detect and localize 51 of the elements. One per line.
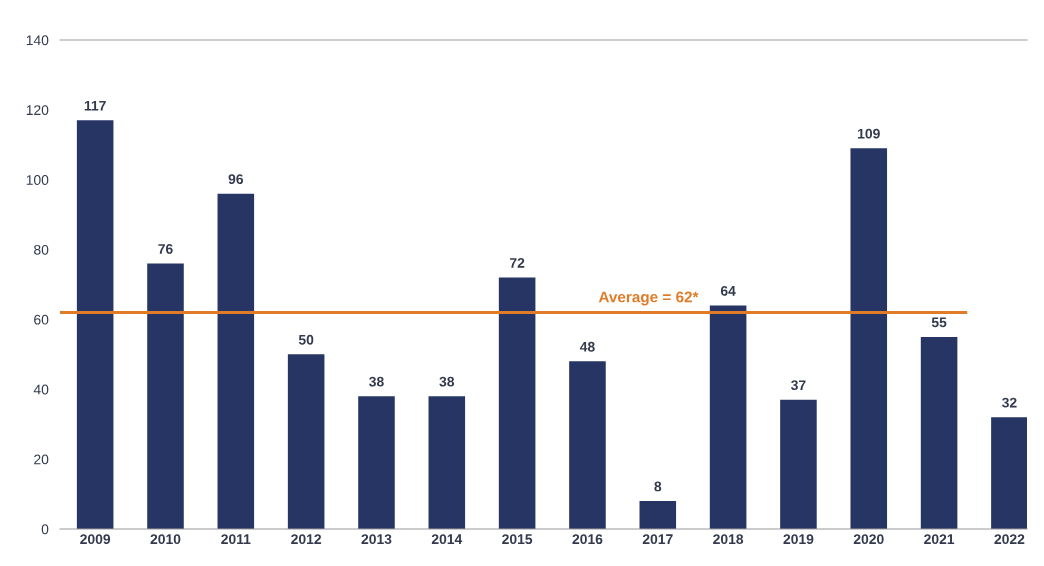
bar	[780, 399, 817, 529]
x-tick-label: 2017	[642, 534, 673, 545]
bar	[569, 361, 606, 529]
x-tick-label: 2014	[431, 534, 463, 545]
y-tick-label: 100	[26, 175, 49, 185]
bar	[920, 336, 958, 529]
bar	[358, 396, 395, 529]
x-tick-label: 2009	[80, 534, 111, 545]
data-label: 8	[654, 481, 662, 492]
bar	[217, 193, 255, 529]
bar	[147, 263, 184, 529]
data-label: 38	[369, 376, 384, 387]
bar	[639, 501, 677, 529]
x-tick-label: 2015	[502, 534, 533, 545]
y-tick-label: 60	[34, 314, 49, 325]
y-tick-label: 0	[41, 524, 49, 535]
x-tick-label: 2020	[853, 534, 884, 545]
bar	[709, 305, 747, 529]
data-label: 32	[1002, 397, 1017, 408]
data-label: 72	[510, 257, 525, 268]
x-tick-label: 2016	[572, 534, 603, 545]
data-label: 96	[228, 174, 244, 184]
data-label: 50	[298, 334, 314, 345]
x-tick-label: 2011	[221, 534, 251, 545]
x-tick-label: 2019	[783, 534, 814, 545]
x-tick-label: 2010	[150, 534, 181, 545]
x-tick-label: 2022	[994, 534, 1025, 545]
data-label: 48	[579, 341, 595, 352]
x-tick-label: 2018	[713, 534, 744, 545]
bar	[76, 120, 114, 529]
y-tick-label: 40	[33, 384, 49, 395]
ref-line-label: Average = 62*	[598, 291, 699, 306]
data-label: 117	[84, 100, 106, 111]
data-label: 37	[791, 380, 806, 391]
y-tick-label: 20	[34, 454, 49, 465]
data-label: 76	[158, 244, 173, 254]
y-tick-label: 80	[34, 244, 49, 255]
x-tick-label: 2021	[924, 534, 955, 545]
y-tick-label: 120	[26, 105, 49, 116]
data-label: 109	[858, 128, 880, 139]
x-tick-label: 2012	[291, 534, 322, 545]
bar	[287, 354, 325, 529]
bar	[428, 396, 466, 529]
bar	[850, 148, 888, 529]
x-tick-label: 2013	[361, 534, 392, 545]
y-tick-label: 140	[26, 35, 49, 46]
data-label: 64	[720, 285, 736, 296]
bar	[498, 277, 536, 529]
data-label: 55	[931, 317, 947, 328]
data-label: 38	[439, 376, 455, 387]
bar	[991, 417, 1027, 529]
